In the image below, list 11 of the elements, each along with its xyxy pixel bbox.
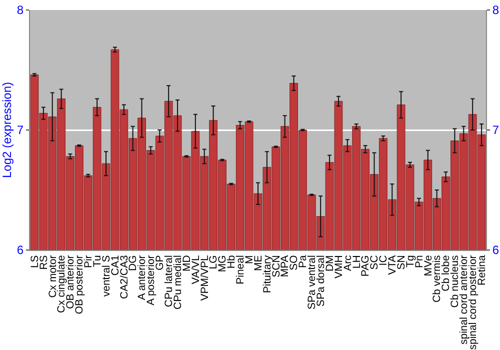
x-tick-label: A posterior	[145, 254, 158, 306]
y2-tick-label: 8	[492, 3, 500, 18]
x-tick-label: MVe	[422, 255, 434, 276]
y2-tick-label: 7	[492, 123, 500, 138]
x-tick-label: OB posterior	[74, 254, 86, 314]
y-tick-label: 6	[16, 243, 24, 258]
y2-tick-label: 6	[492, 243, 500, 258]
x-tick-label: DG	[127, 255, 140, 271]
y-tick-label: 8	[16, 3, 24, 18]
y-axis-title: Log2 (expression)	[0, 82, 14, 178]
y-tick-label: 7	[16, 123, 24, 138]
